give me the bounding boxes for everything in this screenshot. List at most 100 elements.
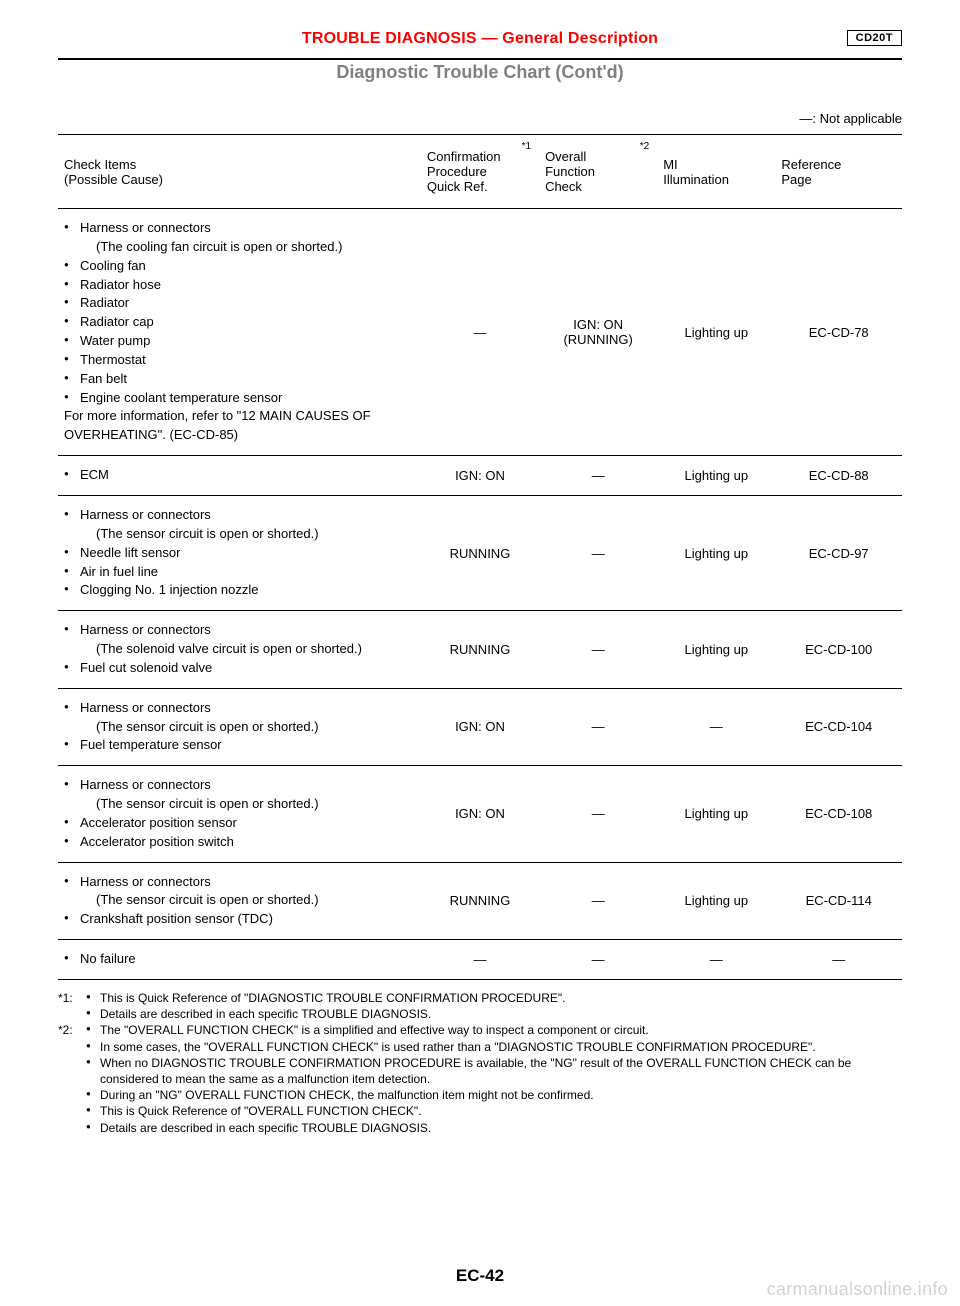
cell-mi: Lighting up (657, 611, 775, 689)
col-over-label: Overall Function Check (545, 149, 595, 194)
footnote-line: The "OVERALL FUNCTION CHECK" is a simpli… (86, 1022, 902, 1038)
check-item: Harness or connectors(The cooling fan ci… (64, 219, 415, 257)
col-mi-label: MI Illumination (663, 157, 729, 187)
check-item: Water pump (64, 332, 415, 351)
engine-code-box: CD20T (847, 30, 902, 46)
check-item: Harness or connectors(The sensor circuit… (64, 699, 415, 737)
watermark: carmanualsonline.info (767, 1279, 948, 1300)
cell-mi: — (657, 940, 775, 980)
cell-check-items: Harness or connectors(The cooling fan ci… (58, 209, 421, 456)
check-item: Accelerator position switch (64, 833, 415, 852)
cell-check-items: Harness or connectors(The sensor circuit… (58, 766, 421, 862)
cell-mi: Lighting up (657, 209, 775, 456)
table-row: Harness or connectors(The sensor circuit… (58, 862, 902, 940)
col-check-label: Check Items (Possible Cause) (64, 157, 163, 187)
cell-ref: — (775, 940, 902, 980)
table-row: ECMIGN: ON—Lighting upEC-CD-88 (58, 456, 902, 496)
cell-check-items: Harness or connectors(The solenoid valve… (58, 611, 421, 689)
footnote-line: Details are described in each specific T… (86, 1120, 902, 1136)
col-overall: *2 Overall Function Check (539, 135, 657, 209)
table-row: Harness or connectors(The sensor circuit… (58, 688, 902, 766)
cell-ref: EC-CD-78 (775, 209, 902, 456)
check-item: Clogging No. 1 injection nozzle (64, 581, 415, 600)
check-item: Cooling fan (64, 257, 415, 276)
check-item: Harness or connectors(The sensor circuit… (64, 506, 415, 544)
cell-conf: — (421, 209, 539, 456)
cell-check-items: Harness or connectors(The sensor circuit… (58, 862, 421, 940)
header-row: TROUBLE DIAGNOSIS — General Description … (58, 30, 902, 54)
table-row: Harness or connectors(The solenoid valve… (58, 611, 902, 689)
footnote-line: This is Quick Reference of "OVERALL FUNC… (86, 1103, 902, 1119)
cell-conf: RUNNING (421, 495, 539, 610)
footnote-line: When no DIAGNOSTIC TROUBLE CONFIRMATION … (86, 1055, 902, 1087)
check-item: Harness or connectors(The sensor circuit… (64, 776, 415, 814)
check-item-sub: (The sensor circuit is open or shorted.) (80, 891, 415, 910)
col-conf-sup: *1 (522, 141, 531, 152)
footnote-1: *1: This is Quick Reference of "DIAGNOST… (58, 990, 902, 1022)
cell-conf: RUNNING (421, 611, 539, 689)
footnote-line: During an "NG" OVERALL FUNCTION CHECK, t… (86, 1087, 902, 1103)
footnote-2: *2: The "OVERALL FUNCTION CHECK" is a si… (58, 1022, 902, 1135)
cell-over: — (539, 495, 657, 610)
cell-ref: EC-CD-104 (775, 688, 902, 766)
cell-conf: IGN: ON (421, 766, 539, 862)
check-item: Crankshaft position sensor (TDC) (64, 910, 415, 929)
footnote-line: Details are described in each specific T… (86, 1006, 566, 1022)
cell-conf: IGN: ON (421, 456, 539, 496)
check-item: Fuel temperature sensor (64, 736, 415, 755)
page-subtitle: Diagnostic Trouble Chart (Cont'd) (58, 62, 902, 83)
cell-check-items: Harness or connectors(The sensor circuit… (58, 495, 421, 610)
table-header-row: Check Items (Possible Cause) *1 Confirma… (58, 135, 902, 209)
check-item-sub: (The cooling fan circuit is open or shor… (80, 238, 415, 257)
cell-conf: IGN: ON (421, 688, 539, 766)
footnote-2-body: The "OVERALL FUNCTION CHECK" is a simpli… (86, 1022, 902, 1135)
col-conf-label: Confirmation Procedure Quick Ref. (427, 149, 501, 194)
check-item: Accelerator position sensor (64, 814, 415, 833)
cell-ref: EC-CD-114 (775, 862, 902, 940)
cell-mi: Lighting up (657, 862, 775, 940)
cell-over: — (539, 688, 657, 766)
diagnostic-trouble-table: Check Items (Possible Cause) *1 Confirma… (58, 134, 902, 980)
check-item: Needle lift sensor (64, 544, 415, 563)
check-item: ECM (64, 466, 415, 485)
table-row: Harness or connectors(The cooling fan ci… (58, 209, 902, 456)
footnotes: *1: This is Quick Reference of "DIAGNOST… (58, 990, 902, 1136)
footnote-1-label: *1: (58, 990, 86, 1022)
header-rule (58, 58, 902, 60)
table-row: Harness or connectors(The sensor circuit… (58, 495, 902, 610)
footnote-line: This is Quick Reference of "DIAGNOSTIC T… (86, 990, 566, 1006)
col-check-items: Check Items (Possible Cause) (58, 135, 421, 209)
cell-over: — (539, 940, 657, 980)
cell-conf: RUNNING (421, 862, 539, 940)
cell-check-items: Harness or connectors(The sensor circuit… (58, 688, 421, 766)
check-item: Radiator (64, 294, 415, 313)
footnote-line: In some cases, the "OVERALL FUNCTION CHE… (86, 1039, 902, 1055)
cell-ref: EC-CD-100 (775, 611, 902, 689)
cell-mi: — (657, 688, 775, 766)
check-item: No failure (64, 950, 415, 969)
col-mi: MI Illumination (657, 135, 775, 209)
col-reference: Reference Page (775, 135, 902, 209)
table-row: Harness or connectors(The sensor circuit… (58, 766, 902, 862)
cell-over: — (539, 611, 657, 689)
check-item-sub: (The sensor circuit is open or shorted.) (80, 718, 415, 737)
cell-ref: EC-CD-108 (775, 766, 902, 862)
check-item: Air in fuel line (64, 563, 415, 582)
table-row: No failure———— (58, 940, 902, 980)
col-ref-label: Reference Page (781, 157, 841, 187)
check-item: Engine coolant temperature sensor (64, 389, 415, 408)
check-item: Radiator hose (64, 276, 415, 295)
footnote-2-label: *2: (58, 1022, 86, 1135)
cell-check-items: ECM (58, 456, 421, 496)
check-item-sub: (The solenoid valve circuit is open or s… (80, 640, 415, 659)
check-item: Radiator cap (64, 313, 415, 332)
cell-ref: EC-CD-88 (775, 456, 902, 496)
check-item: Harness or connectors(The solenoid valve… (64, 621, 415, 659)
col-over-sup: *2 (640, 141, 649, 152)
footnote-1-body: This is Quick Reference of "DIAGNOSTIC T… (86, 990, 566, 1022)
check-item: Fan belt (64, 370, 415, 389)
check-item-sub: (The sensor circuit is open or shorted.) (80, 525, 415, 544)
col-confirmation: *1 Confirmation Procedure Quick Ref. (421, 135, 539, 209)
legend-not-applicable: —: Not applicable (58, 111, 902, 126)
check-item-sub: (The sensor circuit is open or shorted.) (80, 795, 415, 814)
